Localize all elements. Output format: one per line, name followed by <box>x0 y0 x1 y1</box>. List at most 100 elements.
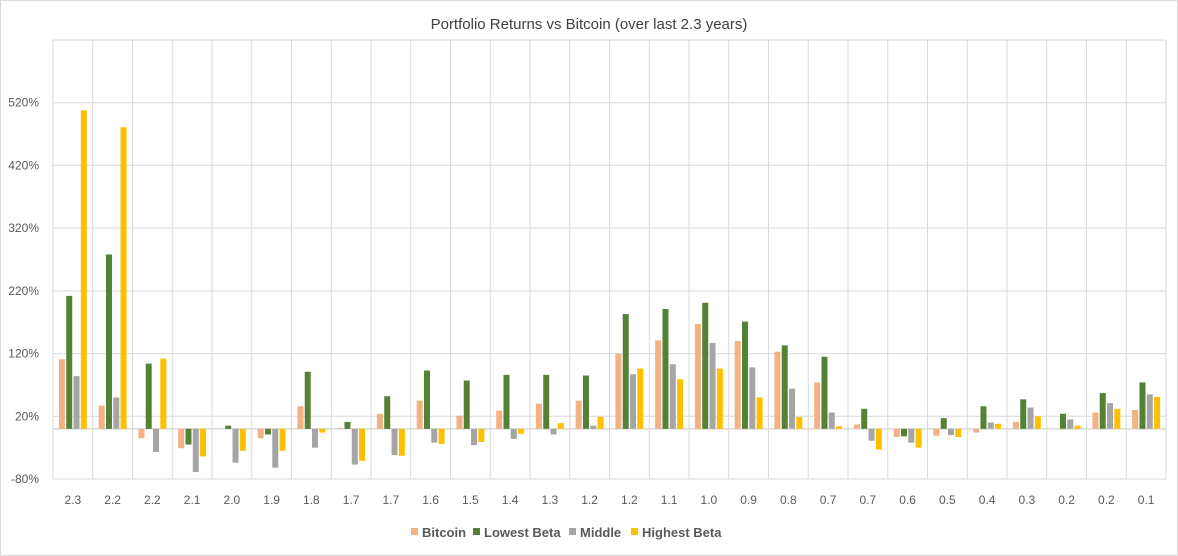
bar-middle <box>232 428 239 463</box>
bar-lowest-beta <box>1059 413 1066 429</box>
bar-lowest-beta <box>384 396 391 429</box>
bar-highest-beta <box>716 368 723 429</box>
bar-middle <box>1027 407 1034 429</box>
bar-bitcoin <box>814 382 821 429</box>
bar-lowest-beta <box>622 314 629 429</box>
bar-bitcoin <box>337 428 344 429</box>
bar-middle <box>709 342 716 429</box>
legend-swatch <box>473 528 480 535</box>
bar-lowest-beta <box>344 421 351 429</box>
x-tick-label: 2.1 <box>184 493 201 507</box>
bar-highest-beta <box>518 428 525 434</box>
bar-bitcoin <box>655 340 662 429</box>
bar-highest-beta <box>120 127 127 429</box>
bar-highest-beta <box>398 428 405 456</box>
bar-bitcoin <box>535 403 542 429</box>
bar-lowest-beta <box>821 356 828 429</box>
bar-middle <box>1067 419 1074 429</box>
x-tick-label: 1.7 <box>343 493 360 507</box>
bar-lowest-beta <box>185 428 192 445</box>
bar-middle <box>590 425 597 429</box>
bar-highest-beta <box>557 423 564 429</box>
y-tick-label: -80% <box>11 472 39 486</box>
bar-middle <box>669 364 676 429</box>
x-tick-label: 2.2 <box>104 493 121 507</box>
bar-lowest-beta <box>1099 393 1106 429</box>
x-tick-label: 0.9 <box>740 493 757 507</box>
bar-bitcoin <box>694 324 701 429</box>
bar-highest-beta <box>915 428 922 448</box>
legend-label: Highest Beta <box>642 525 722 540</box>
bar-highest-beta <box>1154 396 1161 429</box>
bar-highest-beta <box>319 428 326 433</box>
x-tick-label: 0.7 <box>820 493 837 507</box>
x-tick-label: 1.6 <box>422 493 439 507</box>
x-axis: 2.3 2.2 2.2 2.1 2.0 1.9 1.8 1.7 1.7 1.6 1.5 1.4 1.3 1… <box>65 493 1155 507</box>
bar-bitcoin <box>615 353 622 429</box>
bar-bitcoin <box>178 428 185 449</box>
bar-lowest-beta <box>145 363 152 429</box>
x-tick-label: 0.5 <box>939 493 956 507</box>
y-tick-label: 420% <box>8 158 39 172</box>
y-tick-label: 220% <box>8 284 39 298</box>
bar-highest-beta <box>478 428 485 442</box>
bar-lowest-beta <box>702 302 709 429</box>
x-tick-label: 2.3 <box>65 493 82 507</box>
bar-bitcoin <box>376 413 383 429</box>
gridlines <box>52 39 1167 480</box>
bar-middle <box>828 412 835 429</box>
bar-highest-beta <box>637 368 644 429</box>
x-tick-label: 1.8 <box>303 493 320 507</box>
bar-highest-beta <box>200 428 207 457</box>
bar-bitcoin <box>853 424 860 429</box>
x-tick-label: 1.1 <box>661 493 678 507</box>
x-tick-label: 1.3 <box>542 493 559 507</box>
bar-lowest-beta <box>66 295 73 429</box>
legend-label: Middle <box>580 525 621 540</box>
x-tick-label: 1.0 <box>701 493 718 507</box>
y-axis: -80% 20% 120% 220% 320% 420% 520% <box>8 96 39 486</box>
bar-lowest-beta <box>503 374 510 429</box>
bar-middle <box>987 422 994 429</box>
bar-middle <box>153 428 160 453</box>
x-tick-label: 0.6 <box>899 493 916 507</box>
bar-highest-beta <box>1114 408 1121 429</box>
bar-lowest-beta <box>980 406 987 429</box>
bar-lowest-beta <box>662 309 669 429</box>
bar-bitcoin <box>1132 410 1139 429</box>
bar-bitcoin <box>98 405 105 429</box>
x-tick-label: 1.4 <box>502 493 519 507</box>
bar-bitcoin <box>1092 412 1099 429</box>
bar-highest-beta <box>796 416 803 429</box>
bar-middle <box>868 428 875 441</box>
bar-middle <box>1146 394 1153 429</box>
bar-highest-beta <box>438 428 445 444</box>
bar-highest-beta <box>239 428 246 451</box>
bar-middle <box>192 428 199 473</box>
bar-middle <box>948 428 955 436</box>
bar-lowest-beta <box>900 428 907 437</box>
bar-bitcoin <box>734 341 741 429</box>
bar-middle <box>391 428 398 456</box>
bar-highest-beta <box>597 416 604 429</box>
x-tick-label: 2.0 <box>224 493 241 507</box>
bar-bitcoin <box>257 428 264 439</box>
bar-middle <box>312 428 319 448</box>
bar-lowest-beta <box>582 375 589 429</box>
x-tick-label: 0.7 <box>860 493 877 507</box>
x-tick-label: 0.2 <box>1098 493 1115 507</box>
y-tick-label: 120% <box>8 347 39 361</box>
chart-title: Portfolio Returns vs Bitcoin (over last … <box>431 16 748 33</box>
bar-lowest-beta <box>463 380 470 429</box>
bar-highest-beta <box>875 428 882 450</box>
bar-middle <box>630 374 637 429</box>
bar-middle <box>550 428 557 435</box>
x-tick-label: 0.3 <box>1019 493 1036 507</box>
bar-bitcoin <box>1012 421 1019 429</box>
x-tick-label: 1.2 <box>581 493 598 507</box>
bar-lowest-beta <box>1020 399 1027 429</box>
bar-lowest-beta <box>423 370 430 429</box>
bar-middle <box>351 428 358 465</box>
bar-bitcoin <box>58 359 65 429</box>
legend: Bitcoin Lowest Beta Middle Highest Beta <box>411 525 722 540</box>
